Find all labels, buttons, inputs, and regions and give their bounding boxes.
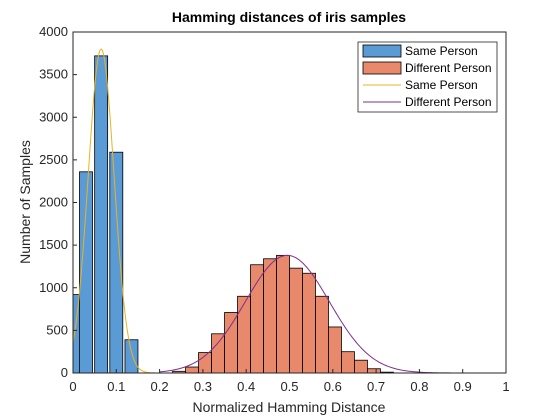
bar-different-person-6 (250, 264, 264, 374)
x-tick-label: 0.7 (367, 379, 385, 394)
legend-label-different-person-curve: Different Person (405, 95, 492, 109)
bar-different-person-9 (289, 267, 303, 374)
x-tick-label: 0.8 (410, 379, 428, 394)
y-tick-label: 1500 (39, 237, 68, 252)
x-tick-label: 0.6 (324, 379, 342, 394)
x-tick-label: 0.2 (151, 379, 169, 394)
y-tick-label: 1000 (39, 280, 68, 295)
bar-different-person-14 (354, 359, 368, 374)
x-axis-ticks: 0 0.1 0.2 0.3 0.4 0.5 0.6 0.7 0.8 0.9 1 (69, 369, 510, 394)
x-tick-label: 0.5 (280, 379, 298, 394)
y-tick-label: 2500 (39, 152, 68, 167)
x-tick-label: 0.4 (237, 379, 255, 394)
y-tick-label: 4000 (39, 24, 68, 39)
bar-same-person-2 (94, 55, 109, 374)
x-tick-label: 0.9 (454, 379, 472, 394)
y-tick-label: 3500 (39, 67, 68, 82)
legend: Same Person Different Person Same Person… (357, 41, 498, 113)
x-tick-label: 0.3 (194, 379, 212, 394)
bar-same-person-4 (124, 339, 139, 374)
bar-different-person-4 (224, 312, 238, 374)
legend-label-same-person-bars: Same Person (405, 44, 478, 58)
bar-different-person-13 (341, 351, 355, 374)
histogram-bars (72, 55, 394, 374)
y-axis-ticks: 0 500 1000 1500 2000 2500 3000 3500 4000 (39, 24, 77, 380)
legend-label-same-person-curve: Same Person (405, 78, 478, 92)
bar-different-person-1 (185, 366, 199, 374)
x-axis-title: Normalized Hamming Distance (193, 399, 386, 415)
x-tick-label: 0 (69, 379, 76, 394)
curve-same-person (72, 48, 160, 374)
legend-swatch-same-person-bars (362, 44, 402, 58)
bar-different-person-12 (328, 326, 342, 374)
bar-same-person-3 (109, 151, 124, 374)
bar-different-person-5 (237, 295, 251, 374)
y-tick-label: 2000 (39, 195, 68, 210)
y-tick-label: 3000 (39, 109, 68, 124)
bar-different-person-8 (276, 254, 290, 374)
bar-different-person-3 (211, 333, 225, 374)
y-tick-label: 500 (46, 322, 68, 337)
x-tick-label: 1 (502, 379, 509, 394)
bar-different-person-15 (367, 368, 381, 374)
bar-different-person-11 (315, 295, 329, 374)
chart-title: Hamming distances of iris samples (172, 9, 406, 25)
x-tick-label: 0.1 (107, 379, 125, 394)
legend-swatch-different-person-bars (362, 61, 402, 75)
bar-different-person-7 (263, 258, 277, 374)
y-axis-title: Number of Samples (17, 140, 33, 264)
legend-label-different-person-bars: Different Person (405, 61, 492, 75)
bar-different-person-10 (302, 272, 316, 374)
y-tick-label: 0 (61, 365, 68, 380)
